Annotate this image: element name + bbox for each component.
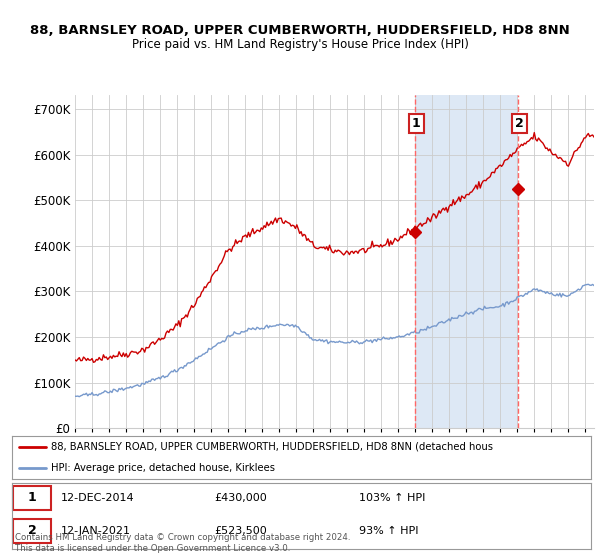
Text: 2: 2: [515, 117, 524, 130]
Text: HPI: Average price, detached house, Kirklees: HPI: Average price, detached house, Kirk…: [52, 463, 275, 473]
Text: 1: 1: [412, 117, 421, 130]
FancyBboxPatch shape: [13, 486, 51, 510]
Bar: [415, 95, 518, 428]
Text: 88, BARNSLEY ROAD, UPPER CUMBERWORTH, HUDDERSFIELD, HD8 8NN: 88, BARNSLEY ROAD, UPPER CUMBERWORTH, HU…: [30, 24, 570, 36]
Text: 1: 1: [28, 492, 37, 505]
Text: £430,000: £430,000: [215, 493, 268, 503]
Text: 2: 2: [28, 525, 37, 538]
Text: 12-JAN-2021: 12-JAN-2021: [61, 526, 131, 536]
Text: Price paid vs. HM Land Registry's House Price Index (HPI): Price paid vs. HM Land Registry's House …: [131, 38, 469, 51]
Text: 103% ↑ HPI: 103% ↑ HPI: [359, 493, 426, 503]
Text: 93% ↑ HPI: 93% ↑ HPI: [359, 526, 419, 536]
FancyBboxPatch shape: [13, 519, 51, 543]
Text: £523,500: £523,500: [215, 526, 268, 536]
Text: Contains HM Land Registry data © Crown copyright and database right 2024.
This d: Contains HM Land Registry data © Crown c…: [15, 533, 350, 553]
Text: 88, BARNSLEY ROAD, UPPER CUMBERWORTH, HUDDERSFIELD, HD8 8NN (detached hous: 88, BARNSLEY ROAD, UPPER CUMBERWORTH, HU…: [52, 442, 493, 452]
Text: 12-DEC-2014: 12-DEC-2014: [61, 493, 135, 503]
